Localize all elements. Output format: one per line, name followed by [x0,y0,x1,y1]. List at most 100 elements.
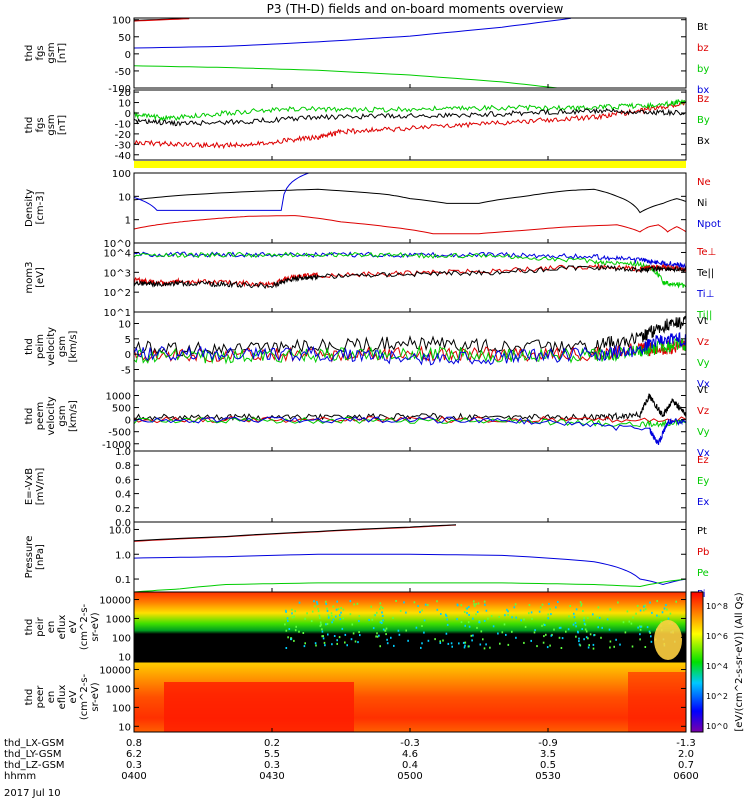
spectrogram-pixel [447,642,450,645]
spectrogram-pixel [649,631,651,634]
spectrogram-pixel [393,644,395,647]
spectrogram-pixel [478,621,481,624]
x-axis-value: -1.3 [676,738,696,749]
series-line-Vx [134,416,686,446]
legend-entry: Te|| [696,268,714,279]
y-axis-label-line: (cm^2-s- [79,673,90,720]
spectrogram-pixel [530,639,532,642]
panel-peir_eflux: 10000 1000 100 10 thdpeirenefluxeV(cm^2-s-sr… [24,591,687,663]
spectrogram-pixel [286,617,289,620]
y-tick-label: 1000 [106,391,131,402]
spectrogram-pixel [467,606,470,608]
spectrogram-pixel [547,613,549,616]
spectrogram-pixel [628,620,631,623]
spectrogram-pixel [336,642,338,645]
spectrogram-pixel [398,633,401,636]
y-tick-label: -5 [121,366,131,377]
panel-frame [133,311,687,382]
spectrogram-pixel [650,635,652,638]
spectrogram-pixel [463,611,466,613]
spectrogram-pixel [445,613,447,616]
spectrogram-pixel [665,604,667,606]
spectrogram-pixel [439,640,441,643]
spectrogram-pixel [359,634,361,637]
spectrogram-pixel [451,645,453,648]
spectrogram-pixel [349,600,352,603]
y-tick-label: 1000 [106,684,131,695]
spectrogram-pixel [470,634,473,637]
spectrogram-pixel [546,646,549,649]
spectrogram-pixel [644,646,647,648]
spectrogram-pixel [381,621,383,624]
spectrogram-pixel [384,629,387,632]
spectrogram-pixel [572,623,575,626]
spectrogram-pixel [375,635,377,638]
y-tick-label: 0.6 [115,475,131,486]
spectrogram-pixel [287,620,289,622]
spectrogram-pixel [436,608,439,611]
spectrogram-pixel [656,614,658,617]
series-line-Pe [134,578,686,592]
panel-peer_eflux: 10000 1000 100 10 thdpeerenefluxeV(cm^2-s-sr… [24,661,687,733]
spectrogram-pixel [306,612,308,615]
spectrogram-pixel [445,615,448,617]
y-axis-label-line: [km/s] [68,400,79,432]
series-group-density [134,173,686,235]
y-tick-label: 10.0 [109,525,131,536]
spectrogram-pixel [376,611,378,614]
spectrogram-pixel [335,608,338,611]
y-axis-label-line: velocity [46,327,57,366]
spectrogram-pixel [339,614,341,617]
spectrogram-pixel [587,646,590,649]
y-axis-label-line: gsm [57,405,68,426]
y-tick-label: 50 [118,33,131,44]
y-tick-label: 10^2 [104,288,131,299]
spectrogram-pixel [606,618,609,621]
spectrogram-pixel [446,618,448,621]
x-axis-value: 0430 [259,771,284,782]
spectrogram-pixel [669,612,672,615]
spectrogram-pixel [321,635,323,638]
spectrogram-pixel [335,615,337,618]
y-axis-label: E=-VxB[mV/m] [24,468,46,506]
spectrogram-pixel [473,603,475,606]
x-axis-row-name: thd_LX-GSM [4,738,64,749]
spectrogram-pixel [440,613,442,615]
spectrogram-pixel [311,610,314,613]
spectrogram-pixel [326,609,329,612]
spectrogram-pixel [575,625,577,628]
spectrogram-pixel [596,616,598,619]
spectrogram-pixel [650,640,653,643]
spectrogram-pixel [427,639,430,642]
series-line-Vt [134,315,686,357]
spectrogram-pixel [327,633,329,636]
y-tick-label: 0 [125,350,131,361]
spectrogram-pixel [587,616,589,619]
legend-entry: Ex [697,497,709,508]
spectrogram-pixel [557,601,559,603]
spectrogram-pixel [460,604,463,607]
spectrogram-pixel [536,645,538,648]
spectrogram-pixel [592,647,595,650]
y-axis-label-line: sr-eV) [90,682,101,711]
spectrogram-pixel [473,600,475,603]
spectrogram-pixel [547,617,549,620]
spectrogram-pixel [344,641,346,644]
series-line-By [134,99,686,122]
spectrogram-pixel [423,619,426,622]
spectrogram-pixel [327,616,330,619]
y-tick-label: 0.1 [115,575,131,586]
series-group-fgs_gsm [134,18,572,88]
spectrogram-pixel [609,646,611,649]
spectrogram-pixel [331,643,333,646]
spectrogram-pixel [346,644,348,647]
spectrogram-pixel [483,600,486,603]
y-tick-label: 0.4 [115,490,131,501]
spectrogram-pixel [545,633,547,636]
y-axis-label: thdpeemvelocitygsm[km/s] [24,396,79,435]
spectrogram-pixel [380,620,383,623]
spectrogram-pixel [386,642,389,645]
spectrogram-pixel [583,622,586,625]
spectrogram-pixel [639,625,641,628]
